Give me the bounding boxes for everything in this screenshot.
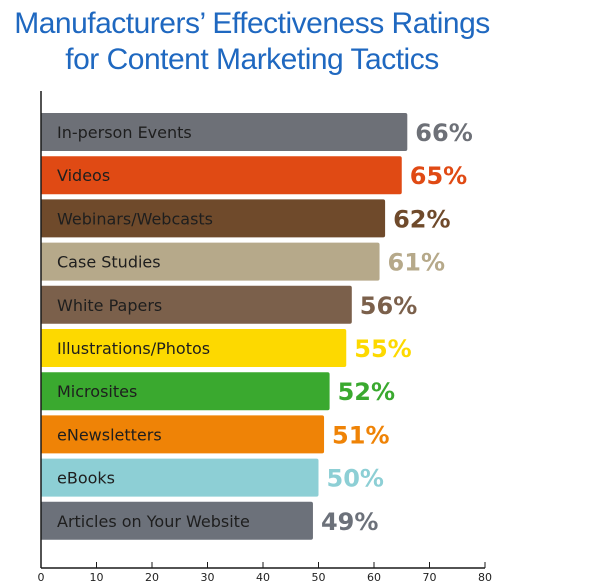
bar [41,415,325,454]
x-tick-label: 30 [201,571,215,583]
bar-category-label: Microsites [57,382,137,401]
x-tick-label: 10 [90,571,104,583]
bar-group: In-person Events 66% [41,113,473,151]
bar-group: White Papers 56% [41,285,417,324]
chart-title: Manufacturers’ Effectiveness Ratings for… [0,6,504,78]
bar-value-label: 55% [354,335,411,363]
bar [41,156,402,195]
bar-group: eBooks 50% [41,458,384,497]
bar-value-label: 66% [415,119,472,147]
bar-category-label: Webinars/Webcasts [57,209,213,228]
bar-value-label: 61% [388,249,445,277]
x-tick-label: 0 [38,571,45,583]
bar [41,329,347,367]
x-tick-label: 20 [145,571,159,583]
bar-category-label: Articles on Your Website [57,512,250,531]
x-tick-label: 50 [312,571,326,583]
bar [41,372,330,411]
bar-value-label: 56% [360,292,417,320]
bar-category-label: Videos [57,166,110,185]
x-tick-label: 60 [367,571,381,583]
bar [41,285,352,324]
bar-value-label: 52% [338,378,395,406]
x-tick-label: 80 [478,571,492,583]
bar-group: Case Studies 61% [41,242,445,281]
bar [41,242,380,281]
axes-group: 0 10 20 30 40 50 60 70 80 [38,91,492,583]
bar [41,199,386,238]
bar-value-label: 51% [332,421,389,449]
bar-value-label: 49% [321,508,378,536]
chart-title-line-1: Manufacturers’ Effectiveness Ratings [14,7,490,40]
bar-value-label: 62% [393,205,450,233]
bar [41,458,319,497]
bars-group: In-person Events 66% Videos 65% Webinars/Web… [41,113,473,540]
x-tick-label: 40 [256,571,270,583]
bar-group: Articles on Your Website 49% [41,501,378,540]
bar-category-label: eNewsletters [57,425,162,444]
bar-category-label: Illustrations/Photos [57,339,210,358]
bar-group: Illustrations/Photos 55% [41,329,412,367]
bar-value-label: 65% [410,162,467,190]
bar-group: Microsites 52% [41,372,395,411]
chart-title-line-2: for Content Marketing Tactics [65,43,439,76]
bar [41,113,408,151]
bar-group: Videos 65% [41,156,467,195]
x-tick-label: 70 [423,571,437,583]
bar-group: eNewsletters 51% [41,415,390,454]
bar-category-label: eBooks [57,469,115,488]
bar-category-label: In-person Events [57,123,192,142]
bar-category-label: Case Studies [57,253,161,272]
bar [41,501,313,540]
bar-value-label: 50% [327,465,384,493]
bar-category-label: White Papers [57,296,162,315]
bar-group: Webinars/Webcasts 62% [41,199,451,238]
